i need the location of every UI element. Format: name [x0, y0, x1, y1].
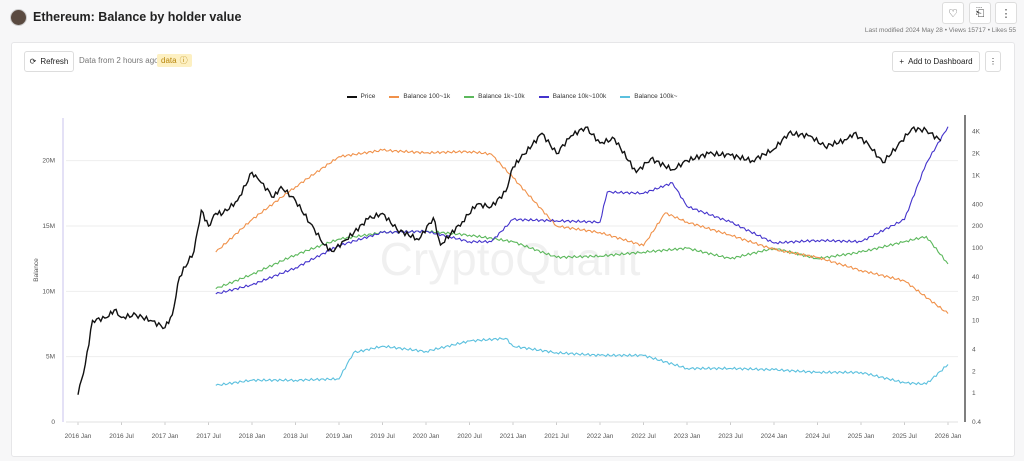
add-to-dashboard-label: Add to Dashboard — [908, 57, 973, 66]
x-tick-label: 2019 Jul — [370, 433, 395, 440]
chart-card — [11, 42, 1015, 457]
y-axis-label: Balance — [33, 258, 40, 282]
x-tick-label: 2018 Jan — [239, 433, 266, 440]
bookmark-button[interactable]: ⎗ — [969, 2, 991, 24]
y-tick-label: 20M — [42, 158, 55, 165]
y-right-tick-label: 4K — [972, 129, 981, 136]
legend-label: Balance 100~1k — [403, 93, 451, 100]
y-right-tick-label: 0.4 — [972, 419, 981, 426]
x-tick-label: 2019 Jan — [326, 433, 353, 440]
bookmark-icon: ⎗ — [975, 6, 985, 19]
y-right-tick-label: 2 — [972, 368, 976, 375]
legend-item[interactable]: Balance 100k~ — [620, 93, 677, 100]
x-tick-label: 2024 Jul — [805, 433, 830, 440]
more-button[interactable]: ⋮ — [995, 2, 1017, 24]
y-tick-label: 10M — [42, 288, 55, 295]
refresh-button[interactable]: ⟳ Refresh — [24, 51, 74, 72]
legend-label: Balance 100k~ — [634, 93, 678, 100]
legend-swatch — [389, 95, 400, 98]
legend-item[interactable]: Balance 100~1k — [389, 93, 450, 100]
y-right-tick-label: 400 — [972, 201, 983, 208]
data-freshness: Data from 2 hours ago — [79, 56, 159, 65]
x-tick-label: 2023 Jul — [718, 433, 743, 440]
x-tick-label: 2017 Jul — [196, 433, 221, 440]
add-to-dashboard-button[interactable]: + Add to Dashboard — [892, 51, 980, 72]
author-avatar — [10, 9, 27, 26]
y-right-tick-label: 200 — [972, 223, 983, 230]
y-right-tick-label: 2K — [972, 151, 981, 158]
page-title: Ethereum: Balance by holder value — [33, 10, 242, 24]
x-tick-label: 2018 Jul — [283, 433, 308, 440]
info-icon: ⓘ — [179, 56, 188, 65]
refresh-label: Refresh — [40, 57, 69, 66]
y-tick-label: 0 — [51, 419, 55, 426]
y-right-tick-label: 100 — [972, 245, 983, 252]
legend-item[interactable]: Balance 10k~100k — [538, 93, 607, 100]
x-tick-label: 2023 Jan — [674, 433, 701, 440]
data-badge-label: data — [161, 56, 177, 65]
like-button[interactable]: ♡ — [942, 2, 964, 24]
x-tick-label: 2022 Jan — [587, 433, 614, 440]
series-line-balance-1k-10k — [215, 229, 949, 290]
legend-item[interactable]: Balance 1k~10k — [464, 93, 525, 100]
series-line-balance-100-1k — [215, 148, 949, 314]
heart-icon: ♡ — [948, 7, 958, 20]
y-right-tick-label: 1 — [972, 390, 976, 397]
refresh-icon: ⟳ — [29, 57, 37, 66]
x-tick-label: 2020 Jan — [413, 433, 440, 440]
more-vertical-icon: ⋮ — [989, 57, 997, 66]
x-tick-label: 2024 Jan — [761, 433, 788, 440]
x-tick-label: 2025 Jan — [848, 433, 875, 440]
x-tick-label: 2021 Jan — [500, 433, 527, 440]
page-meta: Last modified 2024 May 28 • Views 15717 … — [864, 27, 1016, 34]
chart-legend: Price Balance 100~1k Balance 1k~10k Balance… — [0, 93, 1024, 100]
y-right-tick-label: 10 — [972, 318, 980, 325]
x-tick-label: 2025 Jul — [892, 433, 917, 440]
legend-swatch — [538, 95, 549, 98]
x-tick-label: 2026 Jan — [935, 433, 962, 440]
legend-swatch — [346, 95, 357, 98]
legend-item[interactable]: Price — [346, 93, 376, 100]
y-tick-label: 5M — [46, 354, 55, 361]
y-right-tick-label: 1K — [972, 172, 981, 179]
data-badge[interactable]: data ⓘ — [157, 54, 192, 67]
x-tick-label: 2020 Jul — [457, 433, 482, 440]
x-tick-label: 2017 Jan — [152, 433, 179, 440]
legend-swatch — [620, 95, 631, 98]
legend-label: Price — [360, 93, 376, 100]
y-tick-label: 15M — [42, 223, 55, 230]
more-vertical-icon: ⋮ — [1000, 7, 1012, 20]
chart-more-button[interactable]: ⋮ — [985, 51, 1001, 72]
legend-swatch — [464, 95, 475, 98]
x-tick-label: 2016 Jan — [65, 433, 92, 440]
legend-label: Balance 1k~10k — [478, 93, 525, 100]
y-right-tick-label: 40 — [972, 274, 980, 281]
legend-label: Balance 10k~100k — [552, 93, 607, 100]
series-line-price — [77, 125, 942, 395]
x-tick-label: 2022 Jul — [631, 433, 656, 440]
y-right-tick-label: 4 — [972, 346, 976, 353]
plus-icon: + — [899, 57, 905, 66]
x-tick-label: 2021 Jul — [544, 433, 569, 440]
series-line-balance-100k- — [215, 337, 949, 387]
y-right-tick-label: 20 — [972, 296, 980, 303]
x-tick-label: 2016 Jul — [109, 433, 134, 440]
